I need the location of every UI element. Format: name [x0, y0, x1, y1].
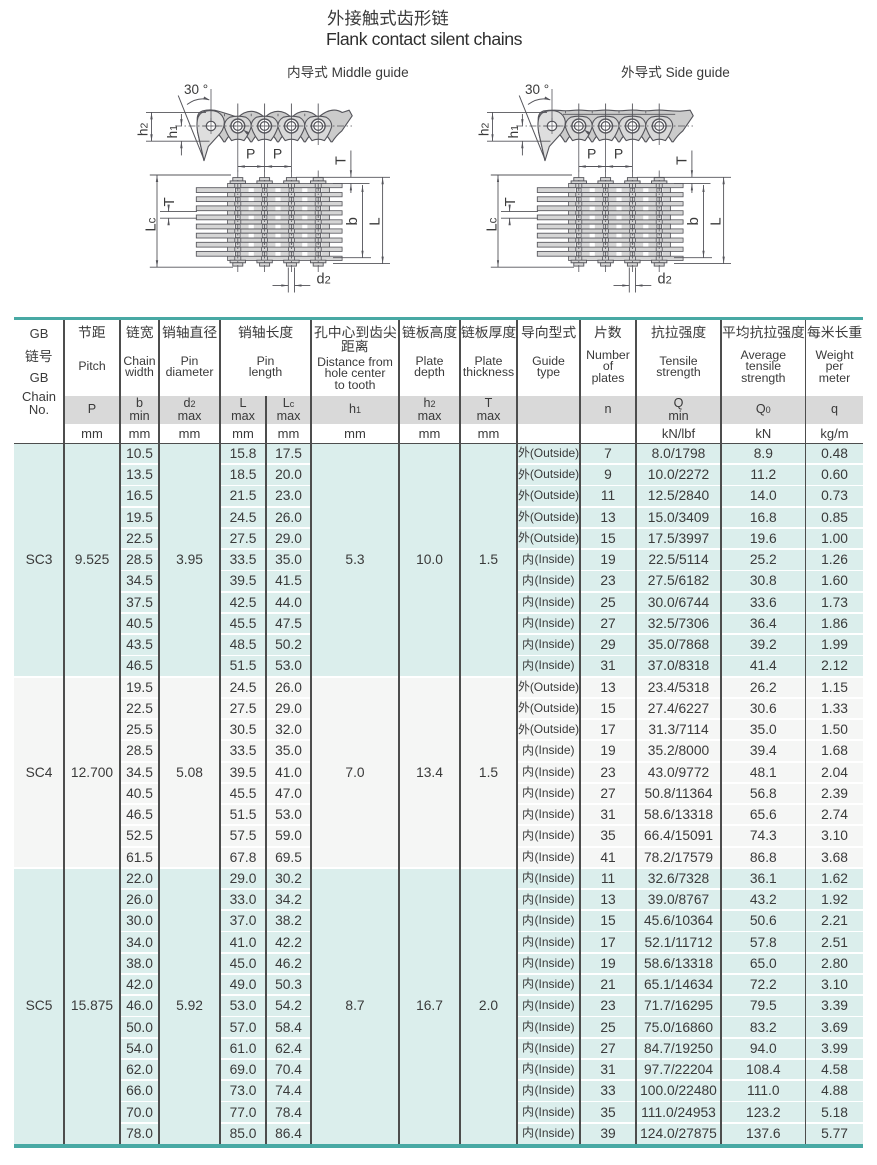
svg-text:Lc: Lc	[144, 217, 160, 231]
svg-text:b: b	[344, 217, 361, 225]
svg-text:h2: h2	[135, 122, 150, 136]
svg-text:h1: h1	[506, 125, 521, 139]
svg-text:d2: d2	[658, 272, 672, 288]
svg-text:P: P	[587, 146, 596, 162]
svg-text:T: T	[161, 197, 178, 206]
svg-text:P: P	[614, 146, 623, 162]
svg-text:P: P	[273, 146, 282, 162]
svg-text:T: T	[502, 197, 519, 206]
svg-text:h1: h1	[165, 125, 180, 139]
svg-text:T: T	[675, 156, 691, 165]
svg-text:P: P	[246, 146, 255, 162]
svg-text:L: L	[367, 217, 384, 225]
svg-text:d2: d2	[317, 272, 331, 288]
svg-text:L: L	[708, 217, 725, 225]
svg-text:Lc: Lc	[485, 217, 501, 231]
svg-text:b: b	[685, 217, 702, 225]
svg-text:30 °: 30 °	[184, 82, 208, 97]
svg-text:30 °: 30 °	[525, 82, 549, 97]
svg-text:h2: h2	[476, 122, 491, 136]
svg-text:T: T	[334, 156, 350, 165]
